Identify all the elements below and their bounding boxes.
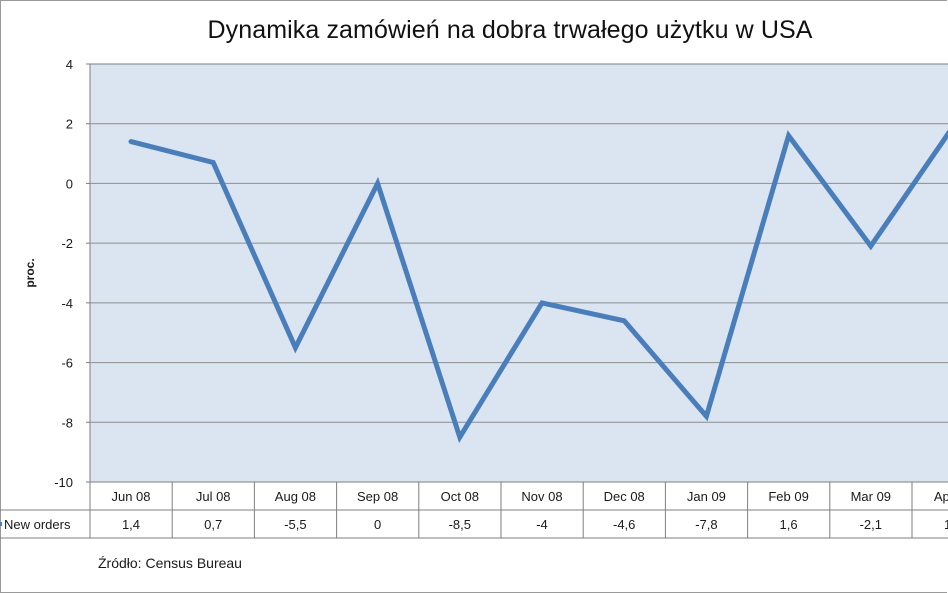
y-tick-label: -8 xyxy=(61,415,73,430)
x-tick-label: Nov 08 xyxy=(521,489,562,504)
y-tick-label: 2 xyxy=(66,117,73,132)
data-label: 0 xyxy=(374,517,381,532)
source-note: Źródło: Census Bureau xyxy=(98,555,242,571)
data-label: -4 xyxy=(536,517,548,532)
x-tick-label: Jun 08 xyxy=(111,489,150,504)
chart-title: Dynamika zamówień na dobra trwałego użyt… xyxy=(207,16,813,44)
x-tick-label: Feb 09 xyxy=(768,489,808,504)
y-tick-label: 4 xyxy=(66,57,73,72)
data-label: 1,9 xyxy=(944,517,948,532)
plot-area xyxy=(89,63,948,483)
data-label: -8,5 xyxy=(449,517,471,532)
data-label: 1,6 xyxy=(780,517,798,532)
x-tick-label: Mar 09 xyxy=(851,489,891,504)
y-tick-label: -10 xyxy=(54,475,73,490)
x-tick-label: Jul 08 xyxy=(196,489,231,504)
x-tick-label: Jan 09 xyxy=(687,489,726,504)
data-label: -4,6 xyxy=(613,517,635,532)
data-label: 0,7 xyxy=(204,517,222,532)
y-axis-label: proc. xyxy=(23,258,37,287)
series-name: New orders xyxy=(4,517,71,532)
y-tick-label: -2 xyxy=(61,236,73,251)
y-tick-label: 0 xyxy=(66,176,73,191)
x-tick-label: Apr 09 xyxy=(934,489,948,504)
x-tick-label: Sep 08 xyxy=(357,489,398,504)
x-tick-label: Dec 08 xyxy=(604,489,645,504)
data-label: -5,5 xyxy=(284,517,306,532)
x-tick-label: Aug 08 xyxy=(275,489,316,504)
y-tick-label: -4 xyxy=(61,296,73,311)
y-tick-label: -6 xyxy=(61,356,73,371)
data-label: -7,8 xyxy=(695,517,717,532)
series-line-new-orders xyxy=(128,129,948,444)
x-tick-label: Oct 08 xyxy=(441,489,479,504)
data-label: 1,4 xyxy=(122,517,140,532)
data-label: -2,1 xyxy=(860,517,882,532)
